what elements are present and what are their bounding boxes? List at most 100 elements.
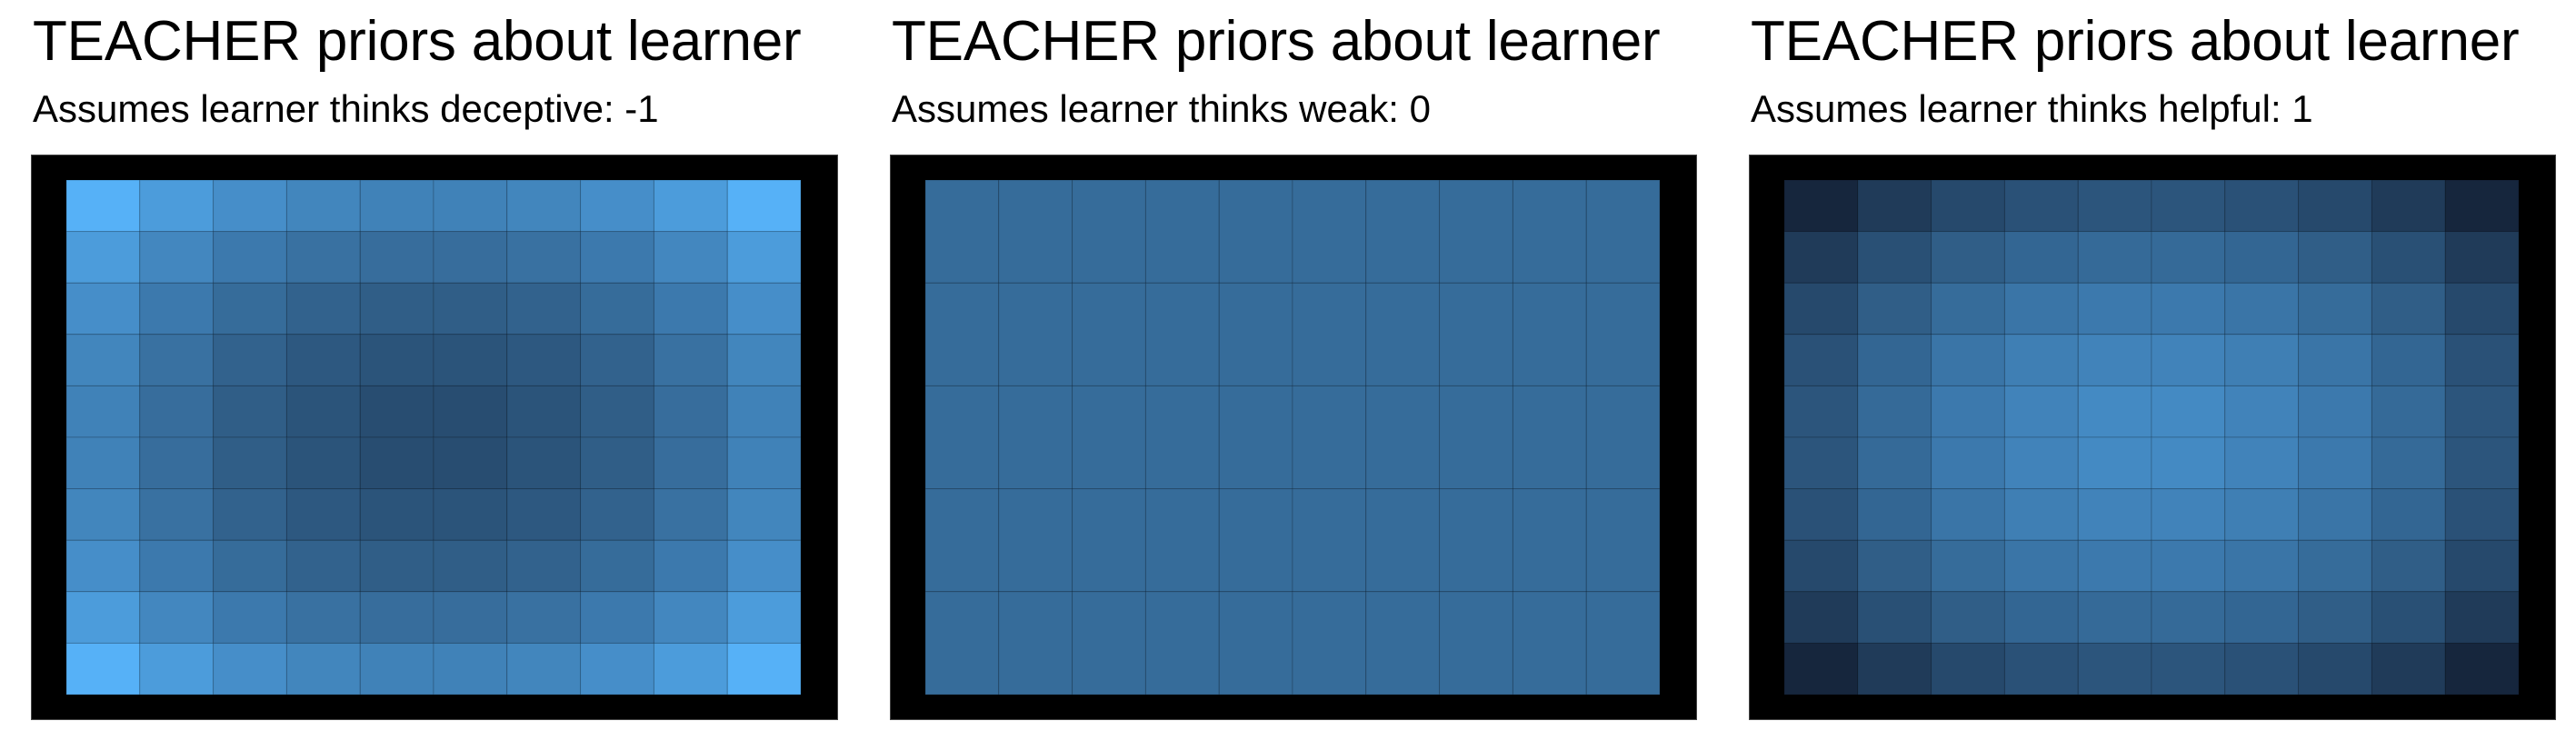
heatmap-frame <box>31 155 838 720</box>
heatmap-cell <box>580 334 654 386</box>
heatmap-cell <box>1857 539 1932 593</box>
heatmap-cell <box>1072 488 1146 593</box>
heatmap-cell <box>653 385 728 438</box>
heatmap-cell <box>139 436 215 490</box>
panel-title: TEACHER priors about learner <box>892 10 1661 73</box>
heatmap-cell <box>1931 436 2005 490</box>
heatmap-cell <box>359 231 434 284</box>
heatmap-cell <box>506 231 582 284</box>
heatmap-cell <box>433 282 508 335</box>
heatmap-cell <box>2444 642 2519 695</box>
heatmap-cell <box>1439 591 1513 695</box>
heatmap-cell <box>726 282 801 335</box>
heatmap-cell <box>139 180 215 233</box>
heatmap-cell <box>1857 334 1932 386</box>
heatmap-cell <box>998 591 1073 695</box>
heatmap-cell <box>359 488 434 541</box>
heatmap-cell <box>925 282 1000 386</box>
heatmap-cell <box>1218 180 1293 284</box>
heatmap-cell <box>726 591 801 644</box>
heatmap-cell <box>2151 385 2226 438</box>
heatmap-cell <box>506 488 582 541</box>
heatmap-cell <box>2371 385 2446 438</box>
heatmap-cell <box>653 591 728 644</box>
heatmap-cell <box>2371 591 2446 644</box>
heatmap-cell <box>2444 385 2519 438</box>
heatmap-cell <box>359 282 434 335</box>
heatmap-cell <box>1931 539 2005 593</box>
heatmap-cell <box>1365 282 1441 386</box>
heatmap-cell <box>506 385 582 438</box>
heatmap-cell <box>1292 385 1367 490</box>
heatmap-cell <box>2224 180 2300 233</box>
heatmap-cell <box>2224 488 2300 541</box>
heatmap-cell <box>285 539 361 593</box>
heatmap-cell <box>2077 231 2152 284</box>
heatmap-cell <box>1931 591 2005 644</box>
heatmap-cell <box>2224 282 2300 335</box>
heatmap-cell <box>213 436 287 490</box>
heatmap-cell <box>139 488 215 541</box>
heatmap-cell <box>433 231 508 284</box>
heatmap-cell <box>1857 591 1932 644</box>
heatmap-cell <box>2444 231 2519 284</box>
heatmap-cell <box>653 488 728 541</box>
heatmap-cell <box>1072 385 1146 490</box>
heatmap-cell <box>2077 282 2152 335</box>
heatmap-cell <box>2371 231 2446 284</box>
heatmap-cell <box>1072 180 1146 284</box>
heatmap-cell <box>1292 282 1367 386</box>
heatmap-cell <box>2077 180 2152 233</box>
heatmap-cell <box>1439 488 1513 593</box>
heatmap-cell <box>66 180 141 233</box>
heatmap-cell <box>433 539 508 593</box>
heatmap-cell <box>1585 180 1660 284</box>
heatmap-cell <box>2444 488 2519 541</box>
heatmap-cell <box>2224 334 2300 386</box>
heatmap-cell <box>1365 385 1441 490</box>
heatmap-cell <box>213 642 287 695</box>
heatmap-cell <box>653 436 728 490</box>
heatmap-cell <box>285 180 361 233</box>
heatmap-panel-weak: TEACHER priors about learner Assumes lea… <box>890 0 1699 751</box>
heatmap-cell <box>66 231 141 284</box>
heatmap-cell <box>1144 488 1220 593</box>
heatmap-cell <box>1512 385 1587 490</box>
heatmap-cell <box>2298 385 2372 438</box>
heatmap-helpful <box>1784 180 2519 695</box>
heatmap-cell <box>2371 642 2446 695</box>
heatmap-cell <box>2077 385 2152 438</box>
heatmap-cell <box>433 334 508 386</box>
heatmap-cell <box>2298 642 2372 695</box>
heatmap-cell <box>506 539 582 593</box>
heatmap-cell <box>285 488 361 541</box>
heatmap-cell <box>2151 591 2226 644</box>
heatmap-cell <box>213 488 287 541</box>
heatmap-cell <box>726 436 801 490</box>
heatmap-cell <box>1292 591 1367 695</box>
heatmap-cell <box>726 180 801 233</box>
heatmap-cell <box>1784 385 1859 438</box>
heatmap-cell <box>2298 231 2372 284</box>
heatmap-cell <box>1439 180 1513 284</box>
heatmap-cell <box>1218 591 1293 695</box>
heatmap-cell <box>213 385 287 438</box>
heatmap-cell <box>2003 385 2079 438</box>
heatmap-cell <box>359 334 434 386</box>
heatmap-cell <box>1292 180 1367 284</box>
heatmap-cell <box>2003 488 2079 541</box>
heatmap-deceptive <box>66 180 801 695</box>
heatmap-cell <box>433 385 508 438</box>
heatmap-cell <box>2298 180 2372 233</box>
heatmap-cell <box>1784 539 1859 593</box>
heatmap-cell <box>726 488 801 541</box>
heatmap-cell <box>726 385 801 438</box>
panel-subtitle: Assumes learner thinks helpful: 1 <box>1751 87 2313 130</box>
heatmap-cell <box>998 180 1073 284</box>
heatmap-cell <box>213 591 287 644</box>
heatmap-cell <box>1784 231 1859 284</box>
heatmap-cell <box>359 642 434 695</box>
heatmap-cell <box>1365 591 1441 695</box>
heatmap-cell <box>580 642 654 695</box>
heatmap-cell <box>2224 436 2300 490</box>
